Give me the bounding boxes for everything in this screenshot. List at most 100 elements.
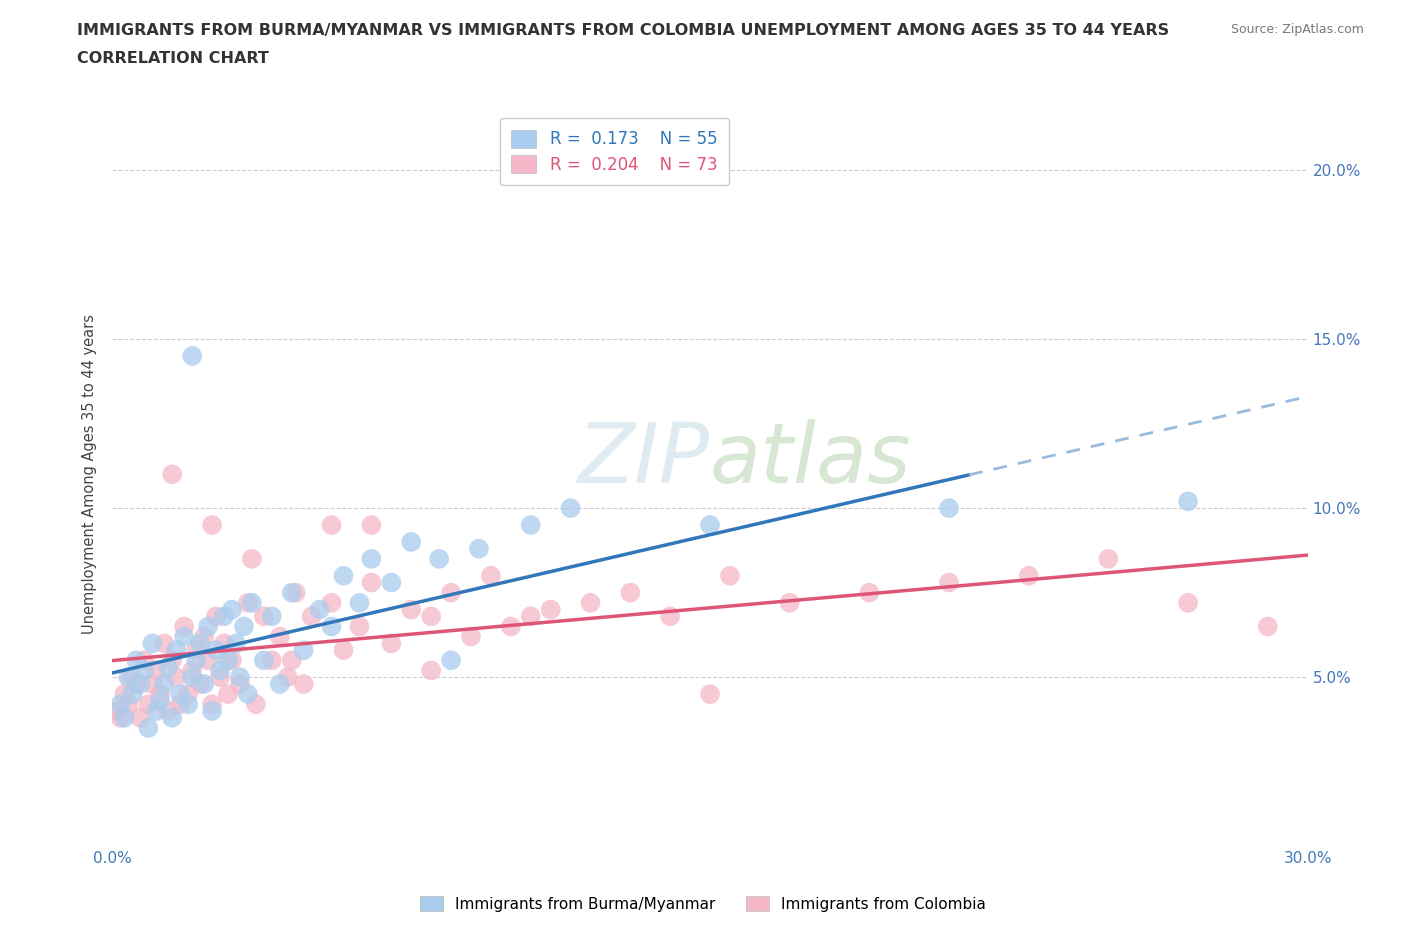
Y-axis label: Unemployment Among Ages 35 to 44 years: Unemployment Among Ages 35 to 44 years <box>82 314 97 634</box>
Point <box>162 653 183 668</box>
Point <box>1018 568 1040 583</box>
Point <box>779 595 801 610</box>
Point <box>181 349 204 364</box>
Point <box>201 697 224 711</box>
Point <box>153 676 176 691</box>
Point <box>427 551 450 566</box>
Point <box>117 670 139 684</box>
Point <box>301 609 323 624</box>
Point <box>229 670 252 684</box>
Point <box>292 676 315 691</box>
Point <box>153 636 176 651</box>
Point <box>201 704 224 719</box>
Point <box>188 636 211 651</box>
Point <box>177 686 200 701</box>
Point <box>380 575 402 590</box>
Point <box>134 653 156 668</box>
Point <box>699 518 721 533</box>
Point <box>440 653 463 668</box>
Point <box>380 636 402 651</box>
Point <box>169 686 191 701</box>
Point <box>499 619 522 634</box>
Point <box>205 643 228 658</box>
Point <box>162 711 183 725</box>
Point <box>225 636 247 651</box>
Text: IMMIGRANTS FROM BURMA/MYANMAR VS IMMIGRANTS FROM COLOMBIA UNEMPLOYMENT AMONG AGE: IMMIGRANTS FROM BURMA/MYANMAR VS IMMIGRA… <box>77 23 1170 38</box>
Point <box>520 609 543 624</box>
Point <box>245 697 267 711</box>
Point <box>321 619 343 634</box>
Point <box>129 711 152 725</box>
Point <box>938 575 960 590</box>
Point <box>186 653 208 668</box>
Point <box>233 619 256 634</box>
Point <box>281 585 304 600</box>
Point <box>349 595 371 610</box>
Point <box>253 609 276 624</box>
Point <box>121 670 143 684</box>
Legend: R =  0.173    N = 55, R =  0.204    N = 73: R = 0.173 N = 55, R = 0.204 N = 73 <box>499 118 730 185</box>
Point <box>240 551 263 566</box>
Point <box>110 697 132 711</box>
Point <box>520 518 543 533</box>
Point <box>349 619 371 634</box>
Point <box>321 595 343 610</box>
Point <box>157 704 180 719</box>
Point <box>188 676 211 691</box>
Text: atlas: atlas <box>710 418 911 500</box>
Point <box>165 670 187 684</box>
Point <box>145 704 167 719</box>
Point <box>173 619 195 634</box>
Point <box>141 676 163 691</box>
Point <box>360 575 382 590</box>
Point <box>201 518 224 533</box>
Point <box>134 663 156 678</box>
Point <box>479 568 502 583</box>
Point <box>938 500 960 515</box>
Point <box>105 704 128 719</box>
Point <box>121 686 143 701</box>
Point <box>858 585 880 600</box>
Point <box>186 643 208 658</box>
Point <box>169 697 191 711</box>
Point <box>332 643 354 658</box>
Point <box>281 653 304 668</box>
Point <box>460 630 482 644</box>
Point <box>360 551 382 566</box>
Point <box>321 518 343 533</box>
Point <box>332 568 354 583</box>
Text: Source: ZipAtlas.com: Source: ZipAtlas.com <box>1230 23 1364 36</box>
Point <box>205 609 228 624</box>
Point <box>579 595 602 610</box>
Point <box>236 595 259 610</box>
Point <box>125 676 148 691</box>
Point <box>360 518 382 533</box>
Point <box>212 609 235 624</box>
Point <box>217 686 239 701</box>
Point <box>253 653 276 668</box>
Point <box>1257 619 1279 634</box>
Point <box>145 663 167 678</box>
Point <box>1177 595 1199 610</box>
Point <box>269 676 291 691</box>
Point <box>659 609 682 624</box>
Legend: Immigrants from Burma/Myanmar, Immigrants from Colombia: Immigrants from Burma/Myanmar, Immigrant… <box>413 889 993 918</box>
Point <box>221 602 243 617</box>
Point <box>401 602 423 617</box>
Point <box>129 676 152 691</box>
Point <box>468 541 491 556</box>
Point <box>277 670 299 684</box>
Point <box>236 686 259 701</box>
Point <box>221 653 243 668</box>
Point <box>125 653 148 668</box>
Point <box>114 686 135 701</box>
Point <box>149 686 172 701</box>
Point <box>149 694 172 709</box>
Point <box>110 711 132 725</box>
Point <box>197 653 219 668</box>
Point <box>181 670 204 684</box>
Point <box>138 697 160 711</box>
Point <box>209 663 232 678</box>
Point <box>1097 551 1119 566</box>
Point <box>1177 494 1199 509</box>
